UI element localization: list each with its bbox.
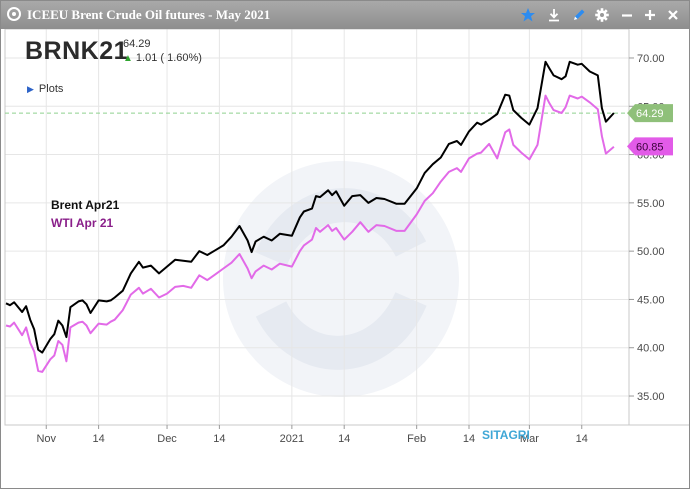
symbol-label: BRNK21 <box>25 37 129 65</box>
window-title: ICEEU Brent Crude Oil futures - May 2021 <box>27 7 271 22</box>
x-tick-label: 14 <box>338 433 350 445</box>
window-titlebar[interactable]: ICEEU Brent Crude Oil futures - May 2021 <box>1 1 689 29</box>
legend-series-brent: Brent Apr21 <box>51 198 120 212</box>
x-tick-label: 14 <box>92 433 104 445</box>
x-tick-label: 14 <box>576 433 588 445</box>
pencil-icon[interactable] <box>569 5 589 25</box>
up-arrow-icon: ▲ <box>123 53 133 64</box>
series-line-wti <box>5 94 615 373</box>
y-tick-label: 45.00 <box>637 294 665 306</box>
price-tag-wti-shape <box>627 137 673 156</box>
download-icon[interactable] <box>544 5 564 25</box>
star-icon[interactable] <box>518 5 538 25</box>
plots-toggle[interactable]: ▶ Plots <box>27 83 63 95</box>
price-change-value: 1.01 ( 1.60%) <box>135 52 202 64</box>
price-tag-brent: 64.29 <box>627 104 673 123</box>
app-logo-icon <box>7 7 21 21</box>
price-tag-wti-value: 60.85 <box>636 141 664 153</box>
x-tick-label: Dec <box>157 433 177 445</box>
y-tick-label: 70.00 <box>637 53 665 65</box>
series-line-brent <box>5 60 615 354</box>
x-tick-label: 2021 <box>280 433 304 445</box>
y-tick-label: 55.00 <box>637 198 665 210</box>
price-change: ▲ 1.01 ( 1.60%) <box>123 52 202 64</box>
watermark-logo <box>223 161 459 397</box>
last-price: 64.29 <box>123 38 151 50</box>
watermark-brand: SITAGRI <box>482 428 530 442</box>
plot-area-border <box>4 29 630 426</box>
close-icon[interactable] <box>663 5 683 25</box>
x-tick-label: 14 <box>213 433 225 445</box>
x-tick-label: Nov <box>36 433 56 445</box>
minimize-icon[interactable] <box>617 5 637 25</box>
gear-icon[interactable] <box>592 5 612 25</box>
price-tag-brent-value: 64.29 <box>636 108 664 120</box>
price-chart[interactable]: 35.0040.0045.0050.0055.0060.0065.0070.00… <box>1 29 689 488</box>
add-icon[interactable] <box>640 5 660 25</box>
x-tick-label: Mar <box>520 433 539 445</box>
y-tick-label: 35.00 <box>637 391 665 403</box>
x-tick-label: 14 <box>463 433 475 445</box>
expand-arrow-icon: ▶ <box>27 84 34 94</box>
price-tag-brent-shape <box>627 104 673 123</box>
y-tick-label: 40.00 <box>637 343 665 355</box>
x-tick-label: Feb <box>407 433 426 445</box>
legend-series-wti: WTI Apr 21 <box>51 216 114 230</box>
plots-label: Plots <box>38 83 64 95</box>
y-tick-label: 50.00 <box>637 246 665 258</box>
price-tag-wti: 60.85 <box>627 137 673 156</box>
